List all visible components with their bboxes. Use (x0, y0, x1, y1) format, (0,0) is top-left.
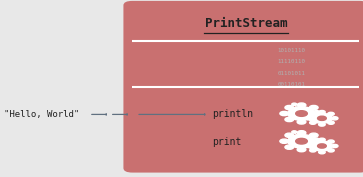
Circle shape (309, 117, 318, 122)
Circle shape (309, 133, 318, 137)
Circle shape (310, 149, 316, 152)
Circle shape (314, 139, 323, 143)
Circle shape (319, 151, 325, 154)
Circle shape (314, 111, 323, 116)
Text: 11110110: 11110110 (277, 59, 305, 64)
Circle shape (292, 103, 297, 105)
Circle shape (306, 144, 313, 148)
Circle shape (310, 140, 316, 143)
Text: print: print (212, 137, 241, 147)
FancyBboxPatch shape (123, 1, 363, 173)
Circle shape (309, 145, 318, 149)
Circle shape (280, 139, 289, 143)
Circle shape (328, 140, 334, 143)
Circle shape (297, 147, 306, 152)
Text: 10101110: 10101110 (277, 48, 305, 53)
Circle shape (328, 112, 334, 116)
Circle shape (331, 144, 338, 148)
Text: 00110101: 00110101 (277, 82, 305, 87)
Circle shape (319, 123, 325, 126)
Circle shape (285, 145, 294, 149)
Circle shape (285, 133, 294, 137)
Polygon shape (312, 141, 332, 151)
Text: "Hello, World": "Hello, World" (4, 110, 79, 119)
Circle shape (285, 105, 294, 110)
Circle shape (285, 117, 294, 122)
Circle shape (318, 144, 326, 148)
Polygon shape (288, 135, 315, 148)
Circle shape (318, 116, 326, 120)
Polygon shape (288, 107, 315, 120)
Text: println: println (212, 109, 253, 119)
Circle shape (296, 138, 307, 144)
Circle shape (319, 138, 325, 141)
Circle shape (310, 112, 316, 116)
Circle shape (292, 131, 297, 133)
Circle shape (315, 110, 318, 112)
Text: 01101011: 01101011 (277, 71, 305, 76)
Circle shape (310, 121, 316, 124)
Circle shape (280, 111, 289, 116)
Circle shape (309, 105, 318, 110)
Circle shape (328, 149, 334, 152)
Text: PrintStream: PrintStream (205, 16, 287, 30)
Circle shape (306, 117, 313, 120)
Circle shape (297, 103, 306, 107)
Circle shape (296, 111, 307, 116)
Circle shape (328, 121, 334, 124)
Polygon shape (312, 113, 332, 123)
Circle shape (319, 110, 325, 114)
Circle shape (315, 138, 318, 140)
Circle shape (297, 131, 306, 135)
Circle shape (297, 120, 306, 124)
Circle shape (331, 117, 338, 120)
